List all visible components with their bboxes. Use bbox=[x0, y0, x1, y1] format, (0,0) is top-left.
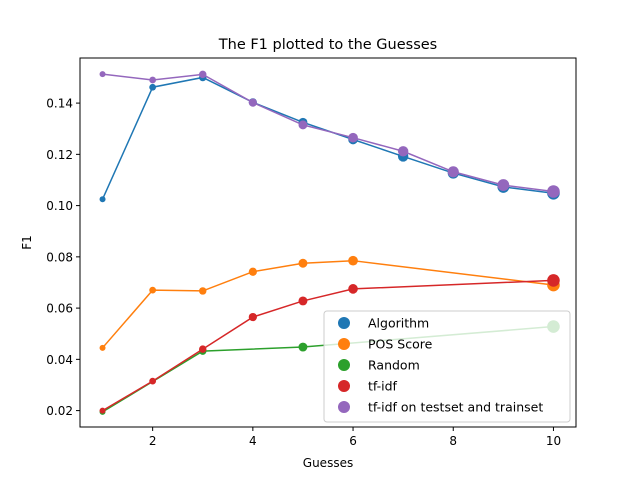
legend-item: tf-idf on testset and trainset bbox=[338, 400, 543, 415]
legend-label: POS Score bbox=[368, 337, 433, 352]
data-point bbox=[199, 70, 207, 79]
legend-marker bbox=[338, 338, 350, 350]
data-point bbox=[99, 407, 106, 414]
legend-label: tf-idf on testset and trainset bbox=[368, 400, 543, 415]
data-point bbox=[99, 71, 106, 78]
legend-item: POS Score bbox=[338, 337, 433, 352]
data-point bbox=[348, 255, 358, 266]
y-axis-label: F1 bbox=[20, 235, 34, 250]
legend-item: Random bbox=[338, 358, 420, 373]
chart-title: The F1 plotted to the Guesses bbox=[218, 37, 437, 53]
data-point bbox=[149, 83, 157, 91]
y-tick-label: 0.12 bbox=[46, 148, 73, 162]
data-point bbox=[298, 120, 308, 130]
legend-label: Algorithm bbox=[368, 316, 429, 331]
data-point bbox=[99, 344, 106, 351]
data-point bbox=[348, 132, 358, 143]
y-tick-label: 0.10 bbox=[46, 199, 73, 213]
y-tick-label: 0.04 bbox=[46, 353, 73, 367]
legend: Algorithm POS Score Random tf-idf tf-idf on … bbox=[323, 310, 571, 423]
data-point bbox=[397, 146, 409, 157]
legend-marker bbox=[338, 317, 350, 329]
x-tick-label: 6 bbox=[349, 434, 357, 448]
y-tick-label: 0.08 bbox=[46, 250, 73, 264]
data-point bbox=[298, 296, 308, 306]
series-tf-idf-on-testset-and-trainset bbox=[99, 70, 560, 198]
series-tf-idf bbox=[99, 274, 560, 414]
y-tick-label: 0.06 bbox=[46, 302, 73, 316]
plot-frame bbox=[79, 57, 577, 428]
data-point bbox=[298, 342, 308, 352]
series-line bbox=[102, 73, 554, 193]
legend-item: Algorithm bbox=[338, 316, 429, 331]
series-layer bbox=[99, 70, 560, 415]
data-point bbox=[547, 185, 560, 198]
legend-box bbox=[323, 310, 571, 423]
data-point bbox=[447, 166, 459, 178]
data-point bbox=[348, 284, 358, 294]
data-point bbox=[199, 287, 207, 295]
data-point bbox=[149, 76, 157, 84]
x-tick-label: 2 bbox=[149, 434, 157, 448]
data-point bbox=[497, 179, 510, 192]
data-point bbox=[149, 377, 157, 385]
legend-label: tf-idf bbox=[368, 379, 398, 394]
data-point bbox=[248, 267, 257, 276]
y-tick-label: 0.02 bbox=[46, 404, 73, 418]
legend-marker bbox=[338, 401, 350, 413]
legend-marker bbox=[338, 380, 350, 392]
data-point bbox=[248, 98, 257, 107]
series-algorithm bbox=[99, 73, 560, 203]
data-point bbox=[547, 274, 560, 287]
x-axis-ticks: 2 4 6 8 10 bbox=[149, 427, 561, 448]
data-point bbox=[149, 286, 157, 294]
data-point bbox=[298, 258, 308, 268]
data-point bbox=[99, 196, 106, 203]
x-axis-label: Guesses bbox=[303, 456, 353, 470]
legend-item: tf-idf bbox=[338, 379, 398, 394]
y-axis-ticks: 0.02 0.04 0.06 0.08 0.10 0.12 0.14 bbox=[46, 97, 80, 418]
legend-label: Random bbox=[368, 358, 420, 373]
x-tick-label: 8 bbox=[449, 434, 457, 448]
y-tick-label: 0.14 bbox=[46, 97, 73, 111]
x-tick-label: 10 bbox=[546, 434, 561, 448]
legend-marker bbox=[338, 359, 350, 371]
x-tick-label: 4 bbox=[249, 434, 257, 448]
data-point bbox=[248, 312, 257, 322]
data-point bbox=[199, 345, 207, 353]
